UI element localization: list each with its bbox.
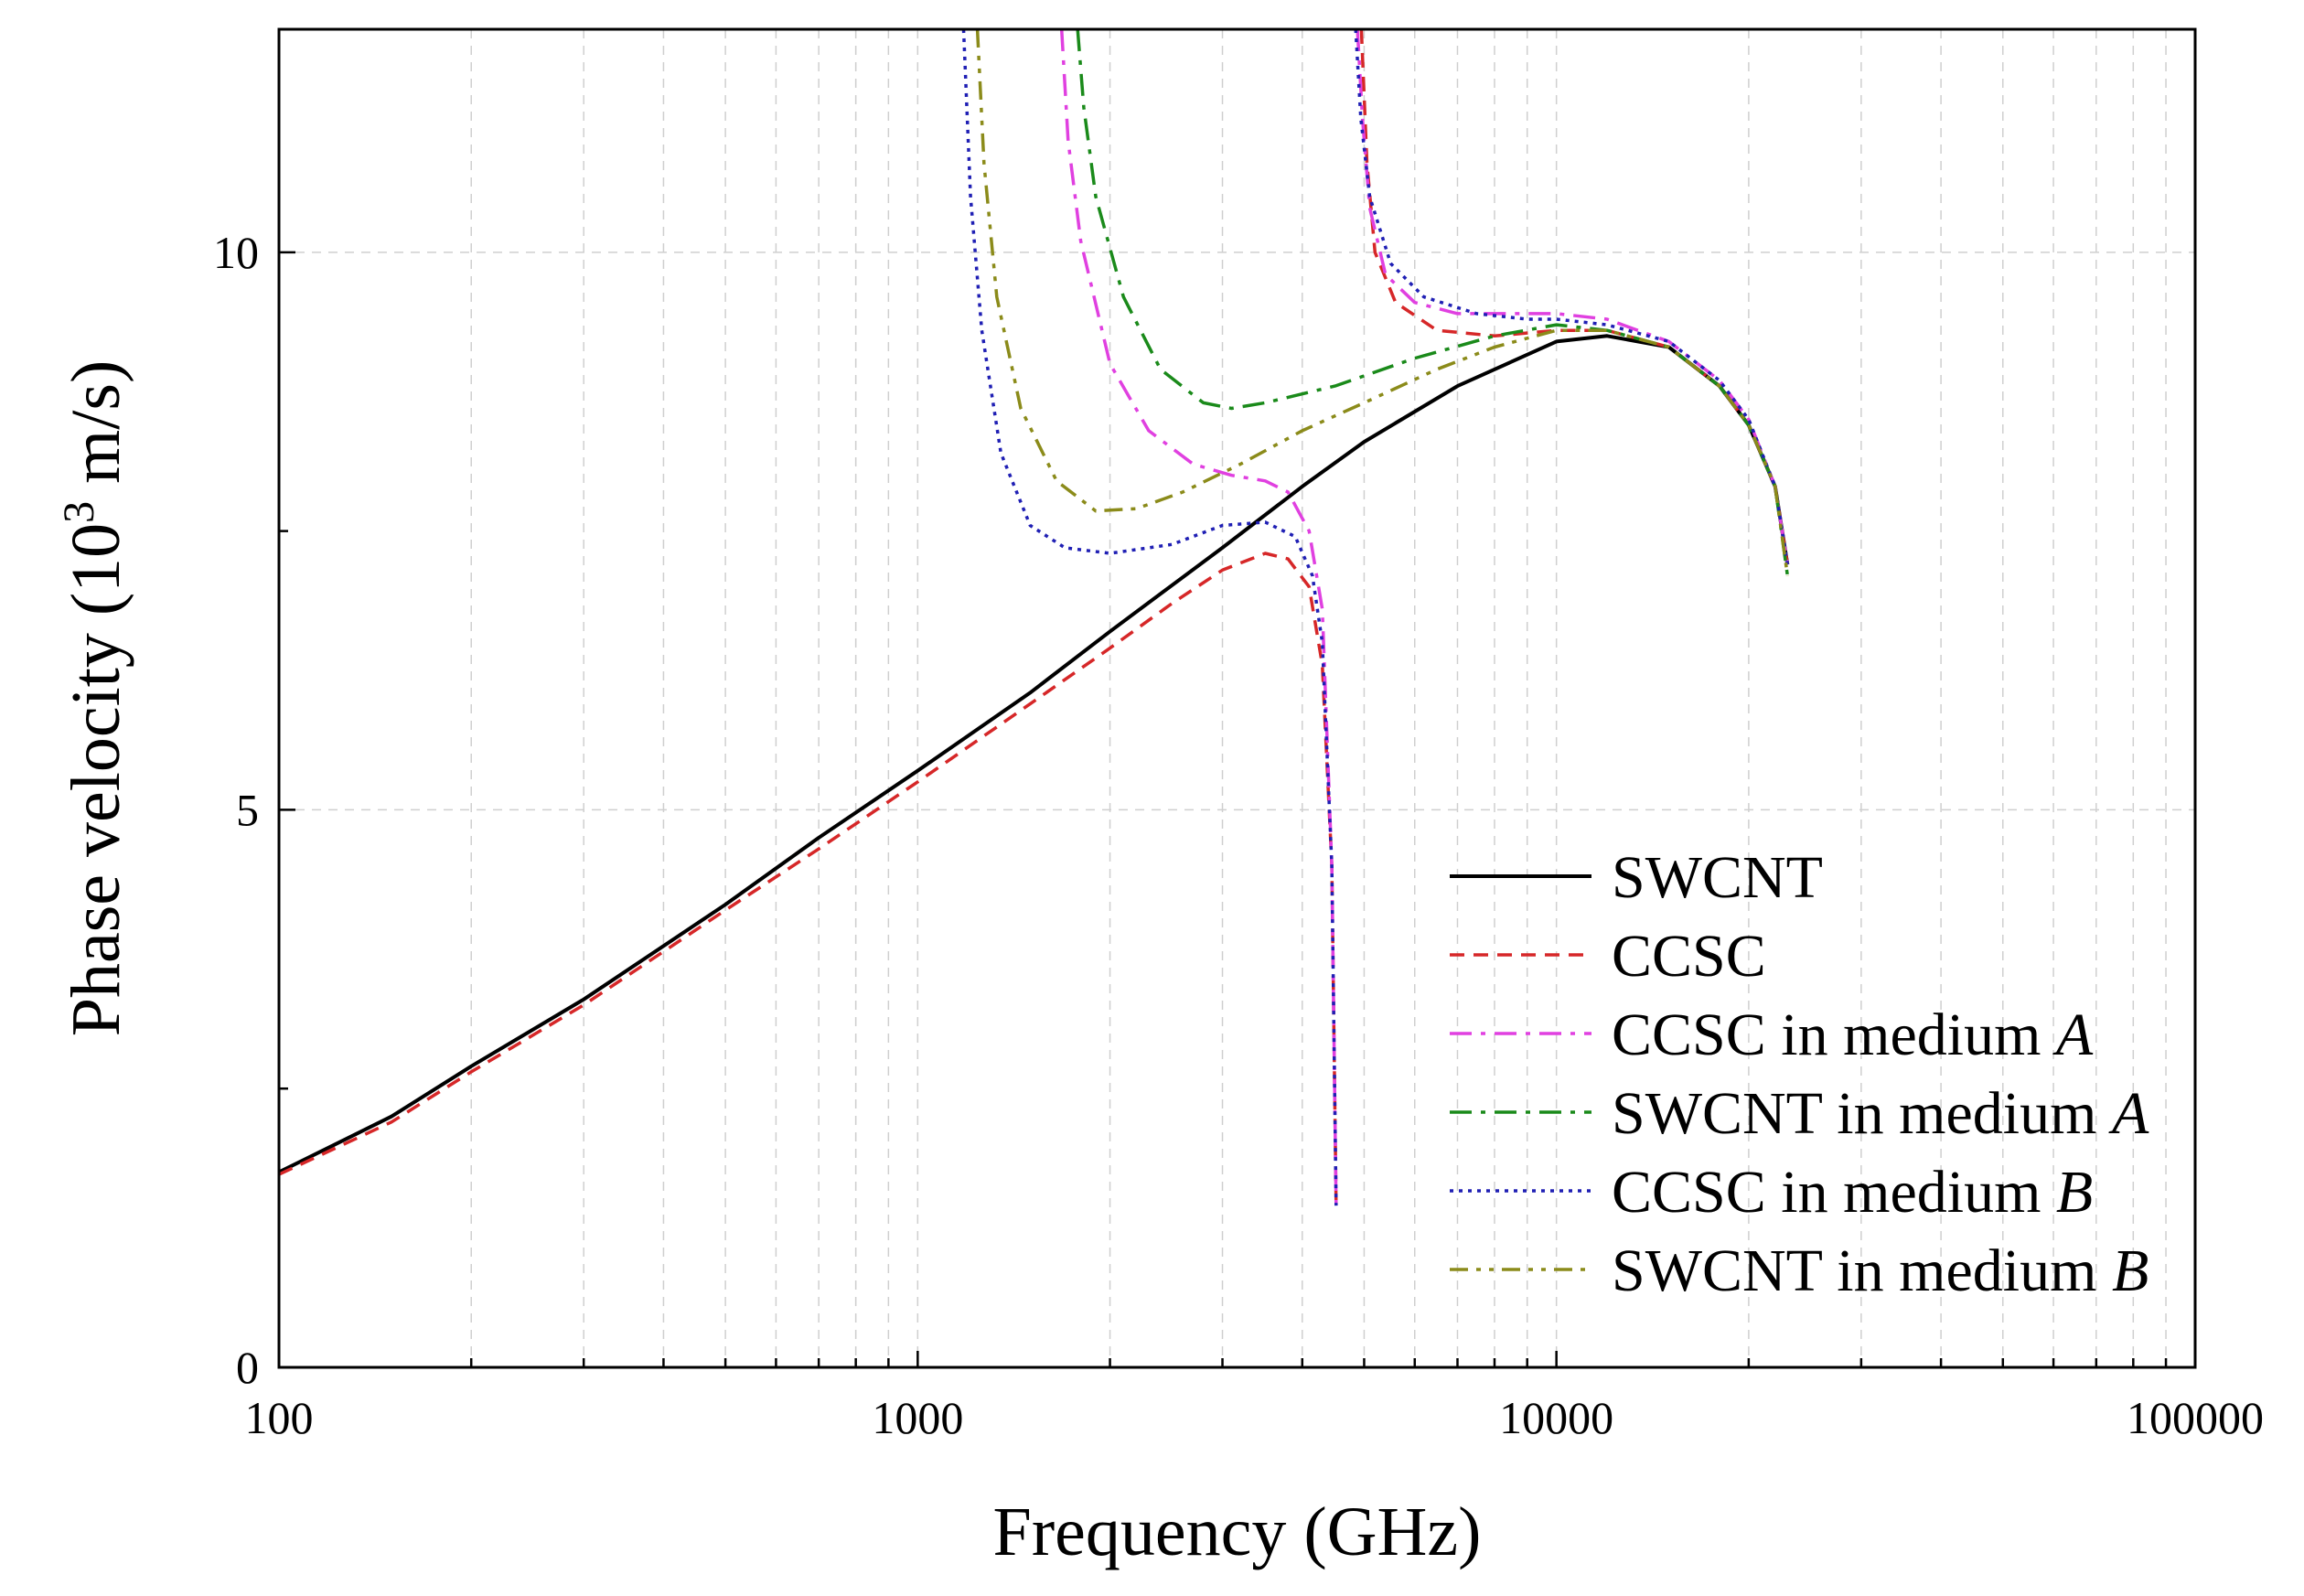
- x-axis-title: Frequency (GHz): [993, 1494, 1482, 1570]
- legend-label-2: CCSC: [1612, 923, 1766, 990]
- x-tick-label: 100: [245, 1392, 314, 1443]
- legend-label-1: SWCNT: [1612, 844, 1823, 911]
- y-axis-title: Phase velocity (103 m/s): [55, 360, 134, 1037]
- legend-label-6: SWCNT in medium B: [1612, 1237, 2149, 1304]
- legend-label-3: CCSC in medium A: [1612, 1002, 2094, 1068]
- axis-ticks: [277, 251, 2168, 1369]
- y-tick-label: 0: [236, 1342, 259, 1393]
- series-line-2-branch-1: [278, 552, 1338, 1206]
- legend-label-4: SWCNT in medium A: [1612, 1080, 2149, 1147]
- series-line-5-branch-2: [1354, 28, 1790, 565]
- series-line-3-branch-1: [1059, 28, 1338, 1206]
- plot-frame: [277, 27, 2197, 1369]
- y-axis-title-prefix: Phase velocity (10: [58, 523, 134, 1036]
- grid: [279, 29, 2195, 1367]
- x-tick-label: 100000: [2127, 1392, 2264, 1443]
- y-axis-title-superscript: 3: [55, 501, 103, 523]
- tick-labels: 100 1000 10000 100000 0 5 10: [213, 227, 2264, 1443]
- x-tick-label: 1000: [872, 1392, 963, 1443]
- series-line-3-branch-2: [1356, 28, 1790, 565]
- x-tick-label: 10000: [1499, 1392, 1613, 1443]
- series-line-5-branch-1: [961, 28, 1338, 1206]
- y-tick-label: 5: [236, 784, 259, 835]
- legend-label-5: CCSC in medium B: [1612, 1159, 2093, 1226]
- series-line-4-branch-1: [1076, 28, 1790, 576]
- series-lines: [278, 28, 1790, 1206]
- legend: SWCNT CCSC CCSC in medium A SWCNT in medium…: [1450, 844, 2149, 1304]
- series-line-6-branch-1: [975, 28, 1790, 576]
- y-axis-title-suffix: m/s): [58, 360, 134, 501]
- y-tick-label: 10: [213, 227, 259, 278]
